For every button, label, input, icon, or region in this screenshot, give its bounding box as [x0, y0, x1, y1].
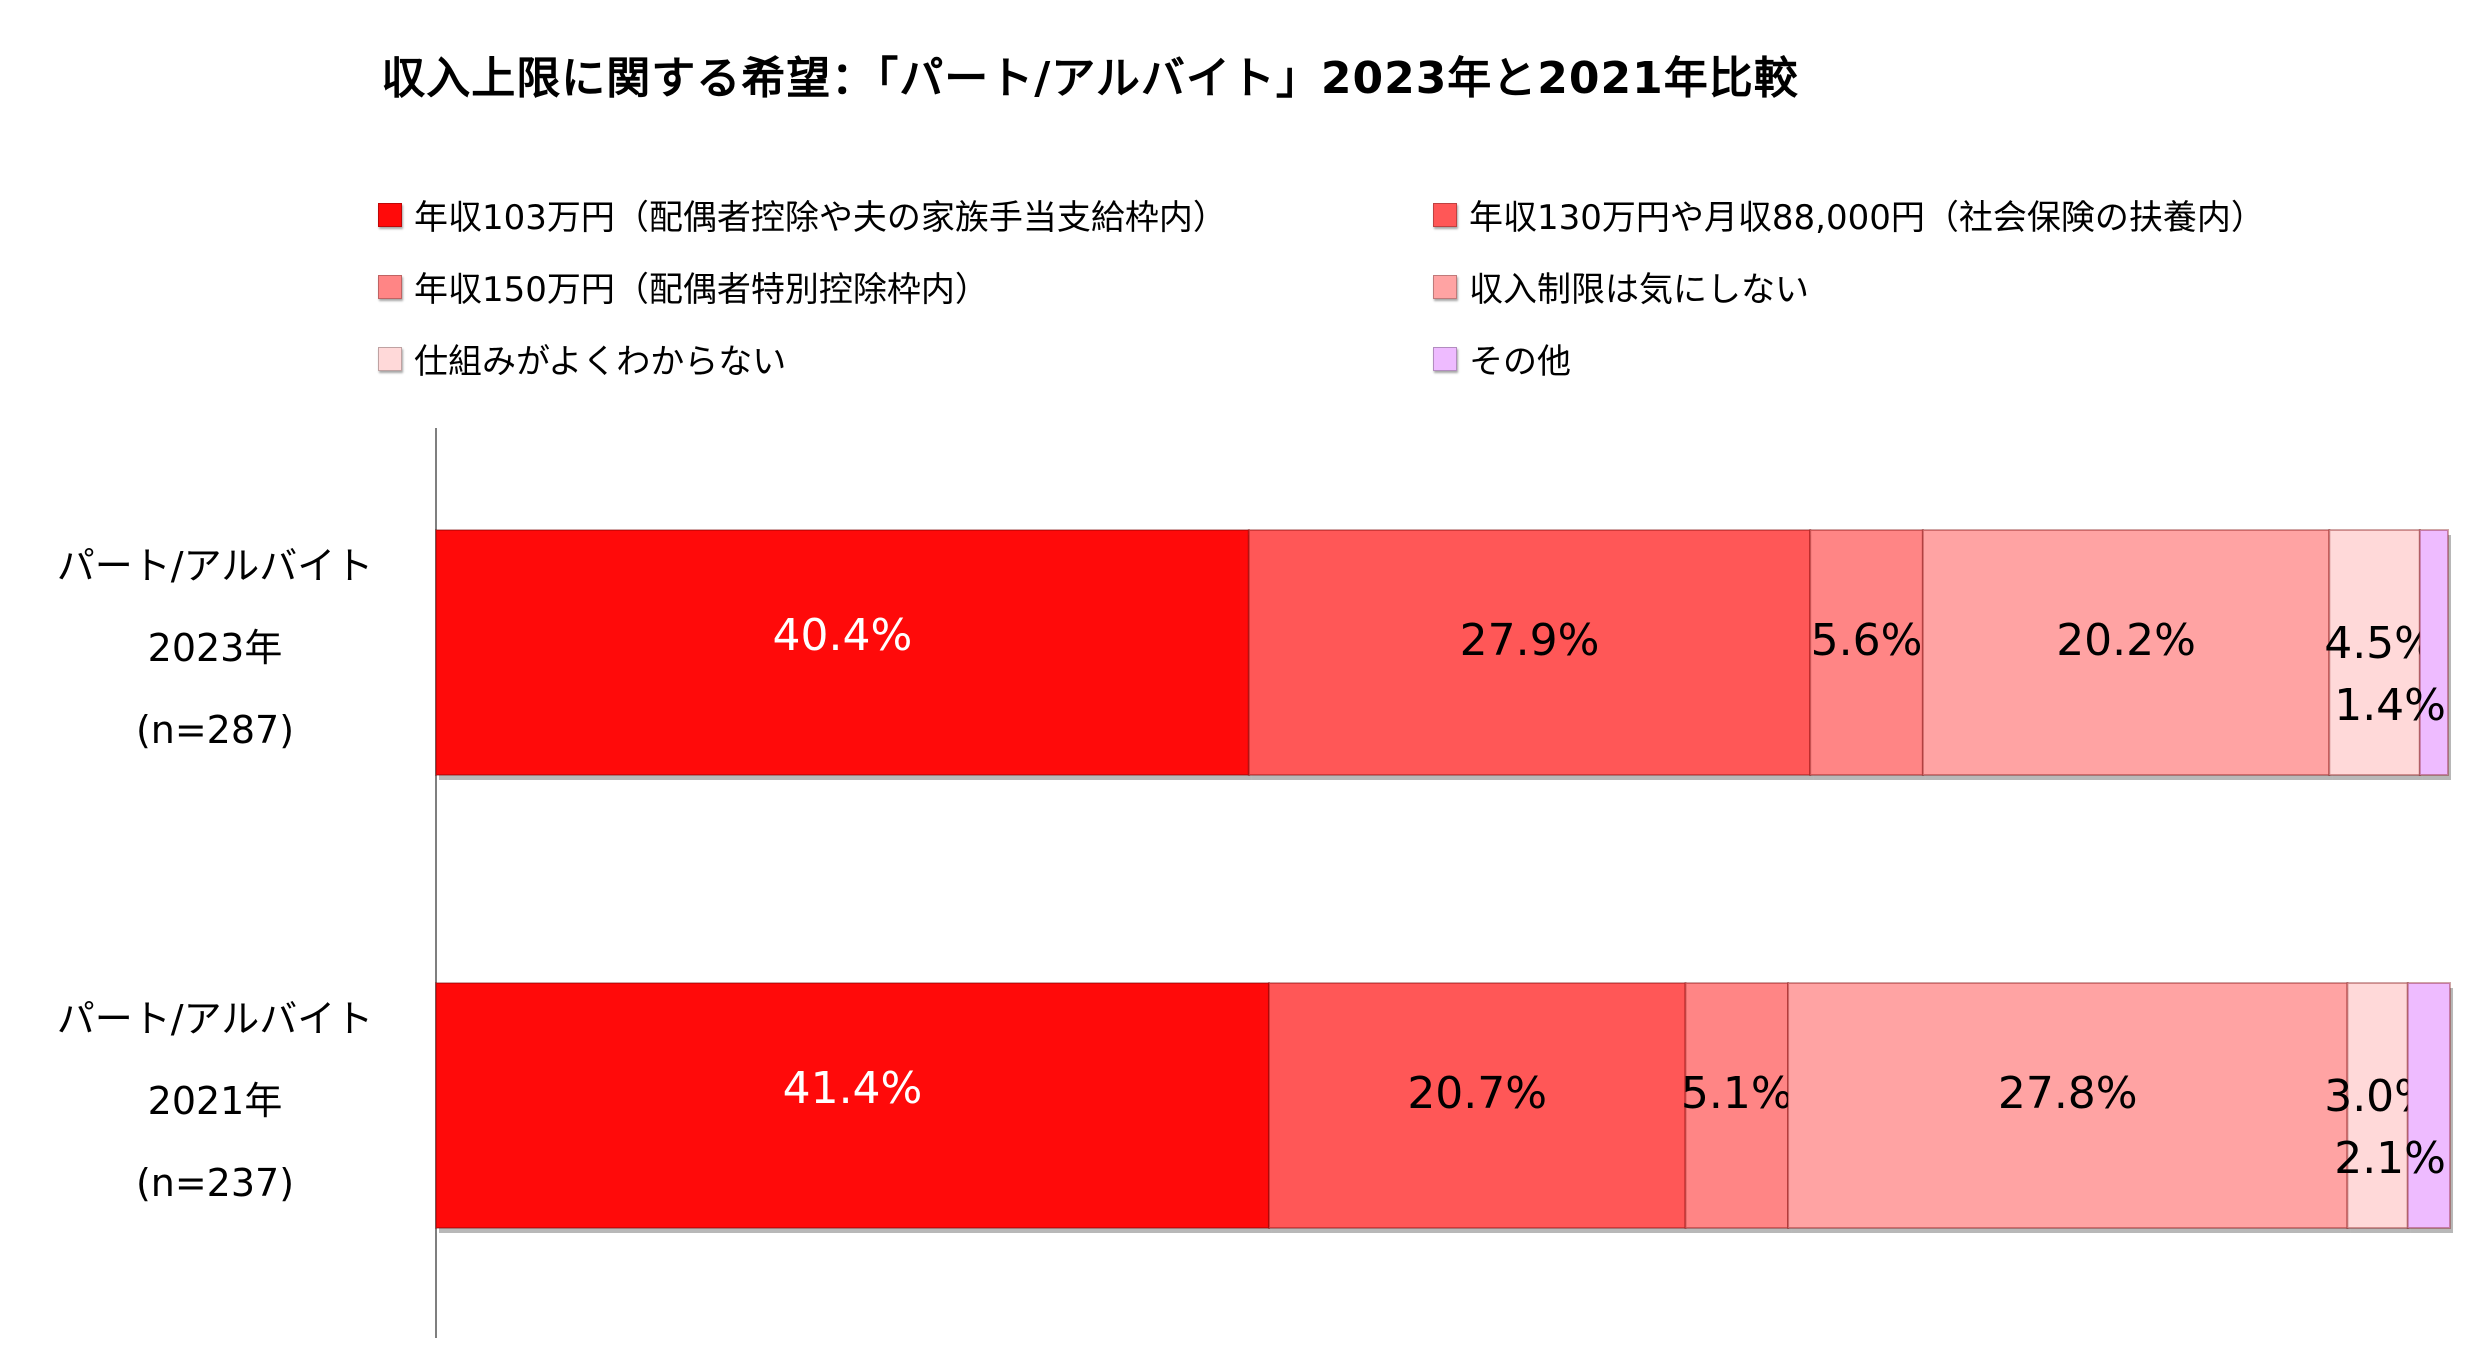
category-label-2023-line2: 2023年 — [147, 626, 283, 670]
legend-label-unknown: 仕組みがよくわからない — [414, 342, 787, 382]
bar-other-2023 — [2418, 529, 2450, 776]
legend-swatch-nolimit — [1433, 274, 1457, 299]
data-label-130-2021: 20.7% — [1407, 1068, 1547, 1119]
chart-title: 収入上限に関する希望：「パート/アルバイト」2023年と2021年比較 — [381, 53, 1799, 104]
bar-103-2023 — [435, 529, 1250, 776]
data-label-103-2021: 41.4% — [783, 1063, 923, 1114]
data-label-150-2021: 5.1% — [1681, 1068, 1793, 1119]
legend: 年収103万円（配偶者控除や夫の家族手当支給枠内） 年収130万円や月収88,0… — [378, 190, 2378, 400]
bar-nolimit-2023 — [1921, 529, 2331, 776]
data-label-other-2023: 1.4% — [2334, 680, 2446, 731]
legend-item-unknown: 仕組みがよくわからない — [378, 334, 786, 383]
data-label-other-2021: 2.1% — [2334, 1133, 2446, 1184]
bar-nolimit-2021 — [1787, 982, 2349, 1229]
legend-swatch-other — [1433, 346, 1457, 371]
legend-label-103: 年収103万円（配偶者控除や夫の家族手当支給枠内） — [414, 198, 1227, 238]
category-label-2021-line1: パート/アルバイト — [56, 997, 374, 1041]
category-label-2023: パート/アルバイト 2023年 (n=287) — [0, 525, 430, 771]
data-label-150-2023: 5.6% — [1811, 615, 1923, 666]
legend-item-nolimit: 収入制限は気にしない — [1433, 262, 1809, 311]
bar-130-2023 — [1247, 529, 1812, 776]
bar-103-2021 — [435, 982, 1270, 1229]
category-label-2023-line3: (n=287) — [135, 708, 295, 752]
bar-130-2021 — [1267, 982, 1687, 1229]
bar-unknown-2023 — [2328, 529, 2421, 776]
legend-label-nolimit: 収入制限は気にしない — [1469, 270, 1809, 310]
legend-item-other: その他 — [1433, 334, 1571, 383]
data-label-130-2023: 27.9% — [1460, 615, 1600, 666]
data-label-nolimit-2021: 27.8% — [1998, 1068, 2138, 1119]
legend-label-150: 年収150万円（配偶者特別控除枠内） — [414, 270, 989, 310]
data-label-unknown-2023: 4.5% — [2324, 618, 2436, 669]
bar-150-2023 — [1809, 529, 1924, 776]
legend-swatch-130 — [1433, 202, 1457, 227]
category-label-2021-line3: (n=237) — [135, 1161, 295, 1205]
legend-swatch-150 — [378, 274, 402, 299]
legend-item-130: 年収130万円や月収88,000円（社会保険の扶養内） — [1433, 190, 2265, 239]
bar-other-2021 — [2406, 982, 2452, 1229]
data-label-103-2023: 40.4% — [773, 610, 913, 661]
legend-item-103: 年収103万円（配偶者控除や夫の家族手当支給枠内） — [378, 190, 1227, 239]
legend-label-other: その他 — [1469, 342, 1571, 382]
legend-item-150: 年収150万円（配偶者特別控除枠内） — [378, 262, 989, 311]
data-label-nolimit-2023: 20.2% — [2056, 615, 2196, 666]
bar-150-2021 — [1684, 982, 1790, 1229]
bar-unknown-2021 — [2346, 982, 2409, 1229]
category-label-2023-line1: パート/アルバイト — [56, 544, 374, 588]
category-label-2021: パート/アルバイト 2021年 (n=237) — [0, 978, 430, 1224]
legend-label-130: 年収130万円や月収88,000円（社会保険の扶養内） — [1469, 198, 2265, 238]
legend-swatch-103 — [378, 202, 402, 227]
category-label-2021-line2: 2021年 — [147, 1079, 283, 1123]
legend-swatch-unknown — [378, 346, 402, 371]
